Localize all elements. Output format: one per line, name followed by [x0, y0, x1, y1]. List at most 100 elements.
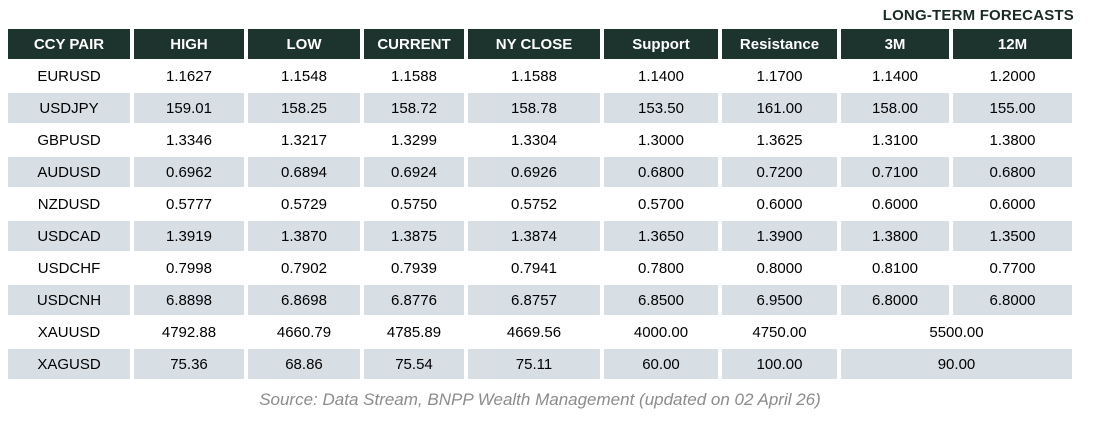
cell-current: 0.6924	[364, 157, 464, 187]
cell-forecast-merged: 90.00	[841, 349, 1072, 379]
cell-support: 60.00	[604, 349, 718, 379]
cell-current: 4785.89	[364, 317, 464, 347]
cell-ny-close: 1.3874	[468, 221, 600, 251]
cell-current: 0.5750	[364, 189, 464, 219]
column-header-low: LOW	[248, 29, 360, 59]
cell-support: 4000.00	[604, 317, 718, 347]
cell-support: 0.7800	[604, 253, 718, 283]
cell-low: 0.6894	[248, 157, 360, 187]
table-row: USDJPY 159.01 158.25 158.72 158.78 153.50 161.…	[8, 93, 1072, 123]
cell-current: 6.8776	[364, 285, 464, 315]
cell-12m: 0.6800	[953, 157, 1072, 187]
cell-3m: 1.1400	[841, 61, 949, 91]
cell-ny-close: 0.5752	[468, 189, 600, 219]
cell-current: 1.3875	[364, 221, 464, 251]
cell-resistance: 0.8000	[722, 253, 837, 283]
table-row: NZDUSD 0.5777 0.5729 0.5750 0.5752 0.5700 0.60…	[8, 189, 1072, 219]
cell-ny-close: 1.1588	[468, 61, 600, 91]
table-header-row: CCY PAIR HIGH LOW CURRENT NY CLOSE Suppo…	[8, 29, 1072, 59]
cell-high: 75.36	[134, 349, 244, 379]
column-header-current: CURRENT	[364, 29, 464, 59]
cell-pair: NZDUSD	[8, 189, 130, 219]
cell-pair: USDCAD	[8, 221, 130, 251]
cell-current: 158.72	[364, 93, 464, 123]
column-header-ny-close: NY CLOSE	[468, 29, 600, 59]
cell-resistance: 1.3900	[722, 221, 837, 251]
cell-pair: EURUSD	[8, 61, 130, 91]
cell-resistance: 4750.00	[722, 317, 837, 347]
cell-low: 158.25	[248, 93, 360, 123]
cell-high: 159.01	[134, 93, 244, 123]
cell-resistance: 100.00	[722, 349, 837, 379]
cell-3m: 0.8100	[841, 253, 949, 283]
cell-support: 153.50	[604, 93, 718, 123]
cell-low: 1.3217	[248, 125, 360, 155]
page: LONG-TERM FORECASTS CCY PAIR HIGH LOW CU…	[4, 7, 1076, 409]
cell-low: 6.8698	[248, 285, 360, 315]
cell-resistance: 0.6000	[722, 189, 837, 219]
cell-12m: 6.8000	[953, 285, 1072, 315]
cell-12m: 0.6000	[953, 189, 1072, 219]
column-header-high: HIGH	[134, 29, 244, 59]
cell-pair: USDJPY	[8, 93, 130, 123]
cell-3m: 0.7100	[841, 157, 949, 187]
column-header-12m: 12M	[953, 29, 1072, 59]
cell-ny-close: 158.78	[468, 93, 600, 123]
cell-support: 1.3000	[604, 125, 718, 155]
cell-high: 1.3919	[134, 221, 244, 251]
column-header-3m: 3M	[841, 29, 949, 59]
cell-forecast-merged: 5500.00	[841, 317, 1072, 347]
cell-ny-close: 0.7941	[468, 253, 600, 283]
cell-pair: XAGUSD	[8, 349, 130, 379]
cell-resistance: 1.1700	[722, 61, 837, 91]
cell-high: 0.6962	[134, 157, 244, 187]
table-row: EURUSD 1.1627 1.1548 1.1588 1.1588 1.1400 1.17…	[8, 61, 1072, 91]
cell-support: 0.5700	[604, 189, 718, 219]
cell-high: 0.5777	[134, 189, 244, 219]
cell-pair: GBPUSD	[8, 125, 130, 155]
cell-resistance: 1.3625	[722, 125, 837, 155]
column-header-ccy-pair: CCY PAIR	[8, 29, 130, 59]
cell-support: 1.3650	[604, 221, 718, 251]
cell-low: 1.3870	[248, 221, 360, 251]
cell-pair: XAUUSD	[8, 317, 130, 347]
cell-12m: 155.00	[953, 93, 1072, 123]
source-caption: Source: Data Stream, BNPP Wealth Managem…	[259, 390, 821, 409]
fx-forecast-table: CCY PAIR HIGH LOW CURRENT NY CLOSE Suppo…	[4, 27, 1076, 381]
cell-support: 1.1400	[604, 61, 718, 91]
cell-3m: 1.3800	[841, 221, 949, 251]
cell-current: 1.3299	[364, 125, 464, 155]
table-row: USDCNH 6.8898 6.8698 6.8776 6.8757 6.8500 6.95…	[8, 285, 1072, 315]
cell-low: 68.86	[248, 349, 360, 379]
cell-low: 4660.79	[248, 317, 360, 347]
table-row: XAUUSD 4792.88 4660.79 4785.89 4669.56 4000.0…	[8, 317, 1072, 347]
cell-support: 0.6800	[604, 157, 718, 187]
cell-low: 0.5729	[248, 189, 360, 219]
cell-low: 1.1548	[248, 61, 360, 91]
cell-pair: USDCHF	[8, 253, 130, 283]
cell-current: 1.1588	[364, 61, 464, 91]
cell-resistance: 6.9500	[722, 285, 837, 315]
cell-12m: 0.7700	[953, 253, 1072, 283]
cell-12m: 1.2000	[953, 61, 1072, 91]
cell-3m: 158.00	[841, 93, 949, 123]
cell-pair: AUDUSD	[8, 157, 130, 187]
cell-resistance: 161.00	[722, 93, 837, 123]
cell-3m: 6.8000	[841, 285, 949, 315]
cell-3m: 1.3100	[841, 125, 949, 155]
cell-support: 6.8500	[604, 285, 718, 315]
column-header-support: Support	[604, 29, 718, 59]
cell-high: 6.8898	[134, 285, 244, 315]
cell-12m: 1.3800	[953, 125, 1072, 155]
long-term-forecasts-label: LONG-TERM FORECASTS	[882, 7, 1074, 24]
table-row: USDCAD 1.3919 1.3870 1.3875 1.3874 1.3650 1.39…	[8, 221, 1072, 251]
cell-ny-close: 6.8757	[468, 285, 600, 315]
cell-high: 0.7998	[134, 253, 244, 283]
cell-current: 75.54	[364, 349, 464, 379]
cell-ny-close: 75.11	[468, 349, 600, 379]
cell-12m: 1.3500	[953, 221, 1072, 251]
cell-ny-close: 4669.56	[468, 317, 600, 347]
cell-high: 1.3346	[134, 125, 244, 155]
cell-high: 1.1627	[134, 61, 244, 91]
cell-ny-close: 1.3304	[468, 125, 600, 155]
